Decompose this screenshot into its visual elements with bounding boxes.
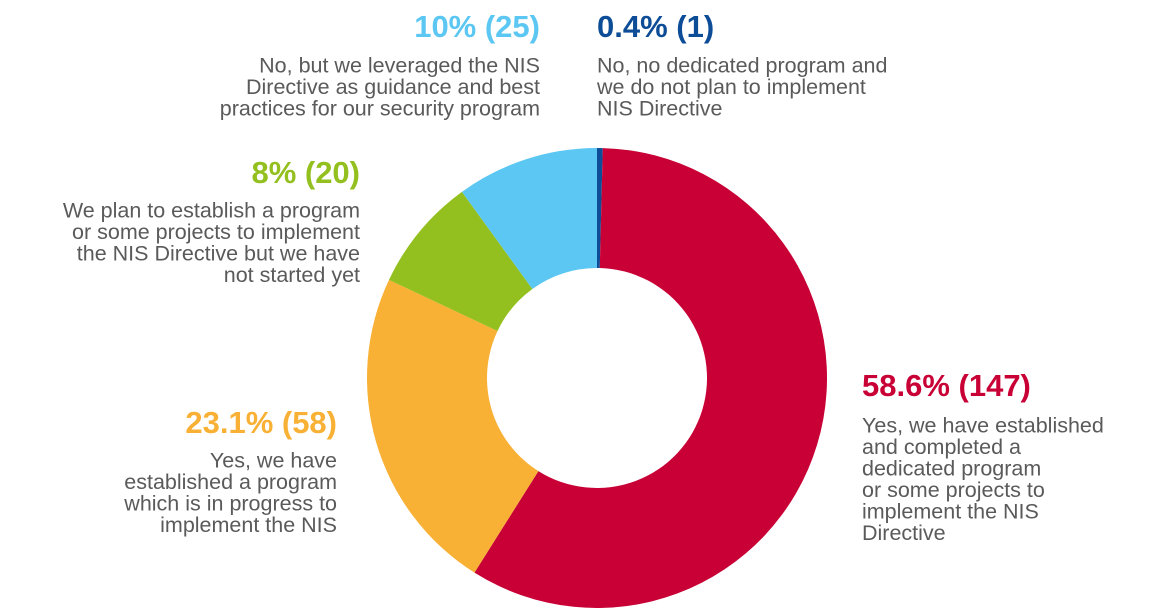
category-label: dedicated program [862, 457, 1041, 481]
category-label: or some projects to [862, 478, 1045, 502]
value-label: 23.1% (58) [185, 405, 337, 440]
category-label: No, but we leveraged the NIS [259, 54, 540, 78]
donut-slice [597, 148, 603, 269]
category-label: We plan to establish a program [63, 199, 360, 223]
category-label: not started yet [224, 263, 360, 287]
category-label: NIS Directive [597, 97, 722, 121]
category-label: or some projects to implement [72, 220, 360, 244]
value-label: 8% (20) [251, 155, 360, 190]
value-label: 10% (25) [414, 9, 540, 44]
category-label: Directive [862, 521, 946, 545]
category-label: implement the NIS [160, 513, 337, 537]
donut-slice [474, 148, 827, 608]
category-label: and completed a [862, 435, 1021, 459]
category-label: No, no dedicated program and [597, 54, 887, 78]
donut-slice [367, 279, 539, 573]
donut-slice [461, 148, 597, 289]
category-label: implement the NIS [862, 500, 1039, 524]
category-label: we do not plan to implement [596, 75, 866, 99]
category-label: practices for our security program [220, 97, 540, 121]
category-label: Yes, we have established [862, 414, 1104, 438]
value-label: 58.6% (147) [862, 368, 1031, 403]
category-label: which is in progress to [123, 492, 337, 516]
category-label: Yes, we have [210, 449, 337, 473]
value-label: 0.4% (1) [597, 9, 714, 44]
category-label: established a program [124, 470, 337, 494]
category-label: Directive as guidance and best [246, 75, 540, 99]
donut-slice [389, 191, 533, 332]
category-label: the NIS Directive but we have [77, 242, 360, 266]
